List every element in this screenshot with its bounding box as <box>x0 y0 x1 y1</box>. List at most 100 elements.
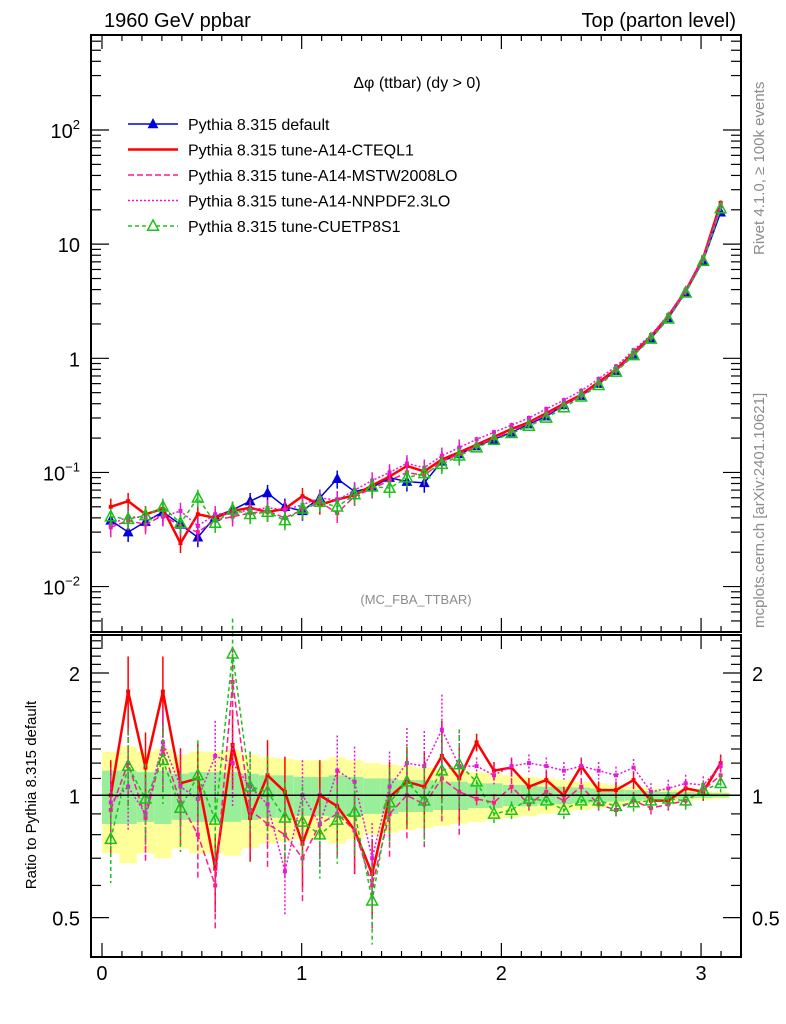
main-data-point <box>713 200 728 214</box>
ratio-data-point <box>370 856 375 861</box>
legend-item: Pythia 8.315 default <box>128 117 330 134</box>
main-data-point <box>539 410 553 423</box>
main-series-1 <box>108 200 723 554</box>
main-data-point <box>648 333 653 338</box>
ratio-data-point <box>579 784 584 789</box>
main-data-point <box>243 506 257 520</box>
main-data-point <box>666 312 671 317</box>
ratio-data-point <box>330 812 344 825</box>
ratio-data-point <box>191 767 205 781</box>
ratio-data-point <box>230 761 235 766</box>
legend-item: Pythia 8.315 tune-A14-CTEQL1 <box>128 143 414 160</box>
ratio-y-tick-label-right: 0.5 <box>752 909 780 931</box>
ratio-series-line <box>109 691 722 879</box>
ratio-data-point <box>387 784 392 789</box>
main-data-point <box>701 255 706 260</box>
ratio-data-point <box>661 791 675 804</box>
x-tick-label: 2 <box>496 963 507 985</box>
main-data-point <box>278 512 292 526</box>
legend-label: Pythia 8.315 tune-CUETP8S1 <box>188 219 401 236</box>
main-data-point <box>262 487 273 498</box>
header-left-title: 1960 GeV ppbar <box>104 10 251 32</box>
main-series-line <box>110 208 722 525</box>
main-data-point <box>195 523 200 528</box>
main-y-tick-label: 1 <box>69 349 80 371</box>
ratio-data-point <box>474 740 479 745</box>
main-data-point <box>195 512 200 517</box>
main-series-line <box>110 212 722 539</box>
mcplots-credit-label: mcplots.cern.ch [arXiv:2401.10621] <box>751 393 768 628</box>
plot-title: Δφ (ttbar) (dy > 0) <box>353 75 480 92</box>
main-data-point <box>679 285 693 298</box>
x-tick-label: 3 <box>695 963 706 985</box>
ratio-data-point <box>609 798 623 812</box>
ratio-data-point <box>208 812 222 825</box>
main-data-point <box>526 421 531 426</box>
ratio-data-point <box>679 793 693 806</box>
main-series-line <box>110 204 722 527</box>
ratio-data-point <box>213 753 218 758</box>
main-data-point <box>104 509 118 522</box>
main-data-point <box>526 415 531 420</box>
ratio-data-point <box>522 791 536 804</box>
main-data-point <box>213 512 218 517</box>
main-data-point <box>557 399 571 413</box>
ratio-data-point <box>509 784 514 789</box>
ratio-data-point <box>631 778 636 783</box>
ratio-data-point <box>491 768 496 773</box>
ratio-data-point <box>544 764 549 769</box>
ratio-series-line <box>110 727 722 872</box>
ratio-data-point <box>435 763 449 776</box>
main-data-point <box>509 423 514 428</box>
main-data-point <box>474 437 479 442</box>
ratio-data-point <box>544 778 549 783</box>
legend-label: Pythia 8.315 tune-A14-CTEQL1 <box>188 143 414 160</box>
ratio-data-point <box>526 761 531 766</box>
ratio-uncertainty-bands <box>102 746 730 864</box>
main-data-point <box>156 499 170 512</box>
main-data-point <box>173 515 188 529</box>
ratio-data-point <box>631 765 636 770</box>
ratio-data-point <box>718 764 723 769</box>
main-data-point <box>591 377 606 391</box>
main-data-point <box>439 453 444 458</box>
main-data-point <box>330 499 344 512</box>
ratio-data-point <box>108 800 113 805</box>
rivet-version-label: Rivet 4.1.0, ≥ 100k events <box>751 82 768 255</box>
main-data-point <box>300 494 305 499</box>
ratio-data-point <box>335 768 340 773</box>
main-data-point <box>435 456 449 470</box>
main-series-4 <box>104 200 728 533</box>
main-data-point <box>178 508 183 513</box>
main-series-2 <box>108 203 723 542</box>
ratio-data-point <box>474 764 479 769</box>
main-data-point <box>522 418 536 431</box>
ratio-data-point <box>452 756 466 770</box>
ratio-data-point <box>491 773 496 778</box>
ratio-data-point <box>243 779 257 792</box>
ratio-data-point <box>126 761 131 766</box>
ratio-data-point <box>574 793 588 806</box>
axis-ticks <box>91 35 741 958</box>
ratio-data-point <box>666 786 671 791</box>
ratio-data-point <box>644 793 658 806</box>
ratio-data-point <box>156 752 170 766</box>
main-series-line <box>110 205 722 533</box>
main-data-point <box>491 430 496 435</box>
main-data-point <box>282 507 287 512</box>
ratio-data-point <box>295 814 310 827</box>
ratio-plot-frame <box>90 634 742 958</box>
main-data-point <box>365 479 379 492</box>
ratio-data-point <box>352 828 357 833</box>
ratio-data-point <box>631 798 636 803</box>
x-tick-label: 1 <box>296 963 307 985</box>
main-series-line <box>110 202 722 546</box>
legend-label: Pythia 8.315 default <box>188 117 330 134</box>
main-data-point <box>626 347 641 361</box>
ratio-data-point <box>370 883 375 888</box>
main-data-point <box>487 432 501 446</box>
ratio-data-point <box>400 774 414 787</box>
main-data-point <box>644 331 658 344</box>
ratio-y-tick-label-left: 2 <box>69 664 80 686</box>
ratio-y-tick-label-right: 1 <box>752 786 763 808</box>
